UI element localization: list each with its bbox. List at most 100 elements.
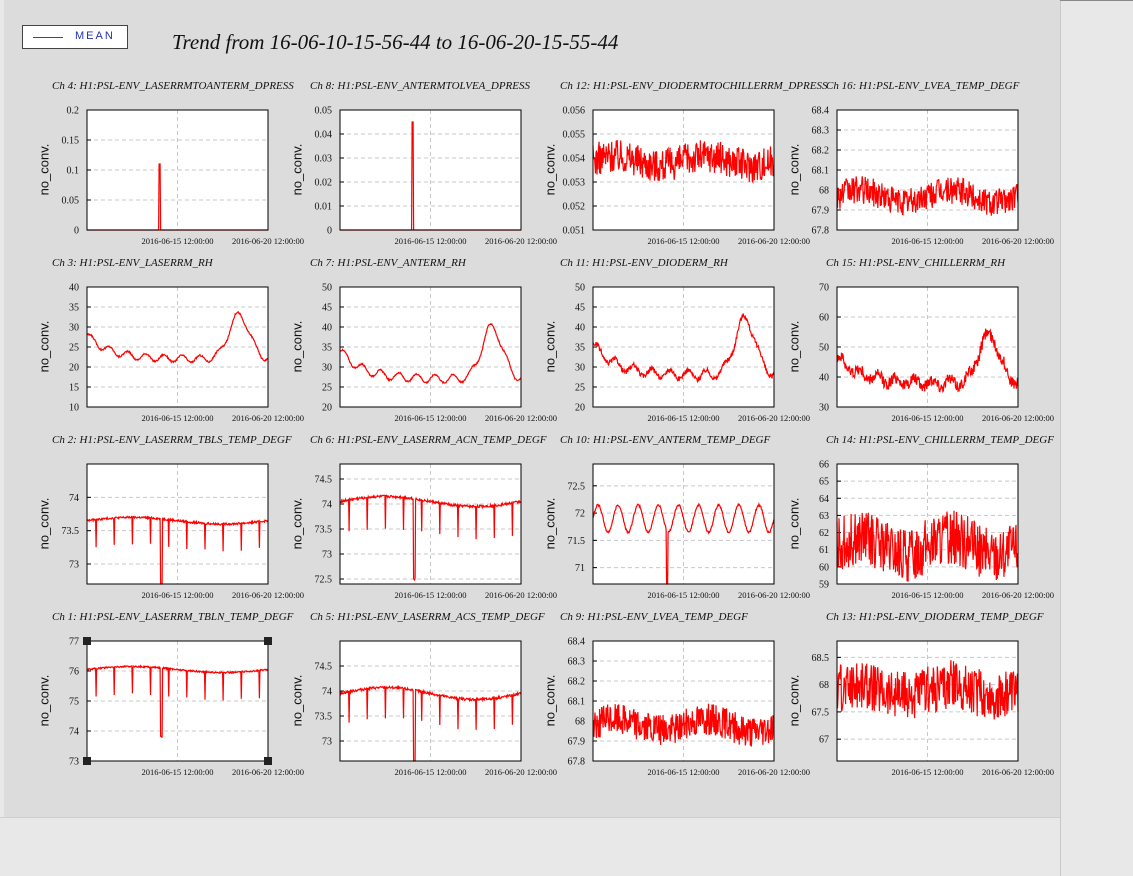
y-tick-label: 71 [575, 563, 585, 574]
y-tick-label: 68.1 [812, 166, 830, 177]
y-tick-label: 25 [322, 383, 332, 394]
series-mean-line [592, 703, 775, 747]
y-tick-label: 45 [575, 303, 585, 314]
chart-title: Ch 8: H1:PSL-ENV_ANTERMTOLVEA_DPRESS [310, 80, 530, 92]
y-tick-label: 0.1 [67, 166, 80, 177]
y-tick-label: 73 [322, 550, 332, 561]
y-tick-label: 67.5 [812, 707, 830, 718]
window-edge [1060, 0, 1061, 876]
y-tick-label: 40 [322, 323, 332, 334]
x-tick-label: 2016-06-15 12:00:00 [141, 236, 213, 246]
y-tick-label: 68 [819, 680, 829, 691]
y-tick-label: 66 [819, 460, 829, 471]
legend-label: MEAN [75, 30, 115, 42]
y-tick-label: 40 [575, 323, 585, 334]
trend-chart[interactable]: 0.051 0.052 0.053 0.054 0.055 0.056 2016-06-15… [553, 106, 854, 256]
trend-chart[interactable]: 73 74 75 76 77 2016-06-15 12:00:00 2016-06-20 … [47, 637, 348, 787]
y-tick-label: 63 [819, 511, 829, 522]
y-tick-label: 20 [69, 363, 79, 374]
y-tick-label: 67 [819, 735, 829, 746]
y-tick-label: 67.8 [812, 226, 830, 237]
y-tick-label: 73.5 [315, 525, 333, 536]
y-tick-label: 74 [69, 493, 79, 504]
y-tick-label: 30 [69, 323, 79, 334]
x-tick-label: 2016-06-15 12:00:00 [394, 236, 466, 246]
y-tick-label: 68.3 [568, 657, 586, 668]
chart-title: Ch 3: H1:PSL-ENV_LASERRM_RH [52, 257, 213, 269]
y-tick-label: 0.053 [563, 178, 586, 189]
x-tick-label: 2016-06-15 12:00:00 [647, 767, 719, 777]
y-tick-label: 25 [69, 343, 79, 354]
trend-chart[interactable]: 30 40 50 60 70 2016-06-15 12:00:00 2016-06-20 … [797, 283, 1098, 433]
trend-chart[interactable]: 73 73.5 74 2016-06-15 12:00:00 2016-06-20 12… [47, 460, 348, 610]
y-tick-label: 30 [322, 363, 332, 374]
y-tick-label: 68.3 [812, 126, 830, 137]
trend-chart[interactable]: 0 0.05 0.1 0.15 0.2 2016-06-15 12:00:00 2016-0… [47, 106, 348, 256]
plot-frame [592, 640, 775, 762]
y-tick-label: 30 [819, 403, 829, 414]
trend-chart[interactable]: 71 71.5 72 72.5 2016-06-15 12:00:00 2016-06-2… [553, 460, 854, 610]
x-tick-label: 2016-06-20 12:00:00 [738, 413, 810, 423]
trend-chart[interactable]: 72.5 73 73.5 74 74.5 2016-06-15 12:00:00 2016-… [300, 460, 601, 610]
y-tick-label: 68.2 [568, 677, 586, 688]
series-mean-line [592, 501, 775, 585]
trend-chart[interactable]: 67.8 67.9 68 68.1 68.2 68.3 68.4 2016-06-15 12:… [797, 106, 1098, 256]
x-tick-label: 2016-06-20 12:00:00 [982, 236, 1054, 246]
y-tick-label: 72 [575, 509, 585, 520]
y-tick-label: 30 [575, 363, 585, 374]
y-tick-label: 0.01 [315, 202, 333, 213]
x-tick-label: 2016-06-20 12:00:00 [485, 413, 557, 423]
y-tick-label: 74.5 [315, 662, 333, 673]
chart-title: Ch 16: H1:PSL-ENV_LVEA_TEMP_DEGF [826, 80, 1020, 92]
x-tick-label: 2016-06-20 12:00:00 [232, 413, 304, 423]
y-tick-label: 73 [69, 757, 79, 768]
plot-frame [592, 109, 775, 231]
x-tick-label: 2016-06-20 12:00:00 [982, 590, 1054, 600]
trend-chart[interactable]: 20 25 30 35 40 45 50 2016-06-15 12:00:00 2016-06… [553, 283, 854, 433]
chart-title: Ch 12: H1:PSL-ENV_DIODERMTOCHILLERRM_DPR… [560, 80, 828, 92]
plot-frame [86, 286, 269, 408]
y-tick-label: 68 [575, 717, 585, 728]
trend-chart[interactable]: 0 0.01 0.02 0.03 0.04 0.05 2016-06-15 12:00:00… [300, 106, 601, 256]
selection-handle [264, 637, 272, 645]
window-top-border [1060, 0, 1133, 1]
trend-chart[interactable]: 67 67.5 68 68.5 2016-06-15 12:00:00 2016-06-2… [797, 637, 1098, 787]
trend-chart[interactable]: 59 60 61 62 63 64 65 66 2016-06-15 12:00:00 2016-… [797, 460, 1098, 610]
y-tick-label: 0.056 [563, 106, 586, 117]
chart-title: Ch 10: H1:PSL-ENV_ANTERM_TEMP_DEGF [560, 434, 771, 446]
series-mean-line [592, 313, 775, 384]
trend-chart[interactable]: 10 15 20 25 30 35 40 2016-06-15 12:00:00 2016-06… [47, 283, 348, 433]
y-tick-label: 73 [322, 737, 332, 748]
series-mean-line [339, 684, 522, 762]
y-tick-label: 60 [819, 313, 829, 324]
x-tick-label: 2016-06-20 12:00:00 [738, 236, 810, 246]
y-tick-label: 73 [69, 560, 79, 571]
y-tick-label: 50 [575, 283, 585, 294]
trend-chart[interactable]: 67.8 67.9 68 68.1 68.2 68.3 68.4 2016-06-15 12:… [553, 637, 854, 787]
series-mean-line [836, 510, 1019, 582]
y-tick-label: 0.051 [563, 226, 586, 237]
trend-chart[interactable]: 20 25 30 35 40 45 50 2016-06-15 12:00:00 2016-06… [300, 283, 601, 433]
y-tick-label: 0 [327, 226, 332, 237]
y-tick-label: 74 [322, 687, 332, 698]
y-tick-label: 73.5 [62, 526, 80, 537]
x-tick-label: 2016-06-20 12:00:00 [232, 767, 304, 777]
y-tick-label: 35 [322, 343, 332, 354]
trend-chart[interactable]: 73 73.5 74 74.5 2016-06-15 12:00:00 2016-06-2… [300, 637, 601, 787]
plot-frame [86, 463, 269, 585]
chart-title: Ch 6: H1:PSL-ENV_LASERRM_ACN_TEMP_DEGF [310, 434, 547, 446]
trend-title: Trend from 16-06-10-15-56-44 to 16-06-20… [172, 30, 619, 54]
chart-title: Ch 7: H1:PSL-ENV_ANTERM_RH [310, 257, 466, 269]
y-tick-label: 77 [69, 637, 79, 648]
legend[interactable]: MEAN [22, 25, 128, 49]
y-tick-label: 0.03 [315, 154, 333, 165]
chart-title: Ch 4: H1:PSL-ENV_LASERRMTOANTERM_DPRESS [52, 80, 294, 92]
x-tick-label: 2016-06-15 12:00:00 [647, 413, 719, 423]
plot-frame [339, 109, 522, 231]
plot-frame [86, 640, 269, 762]
y-tick-label: 62 [819, 528, 829, 539]
chart-title: Ch 9: H1:PSL-ENV_LVEA_TEMP_DEGF [560, 611, 748, 623]
y-tick-label: 0.055 [563, 130, 586, 141]
chart-title: Ch 14: H1:PSL-ENV_CHILLERRM_TEMP_DEGF [826, 434, 1054, 446]
selection-handle [83, 757, 91, 765]
